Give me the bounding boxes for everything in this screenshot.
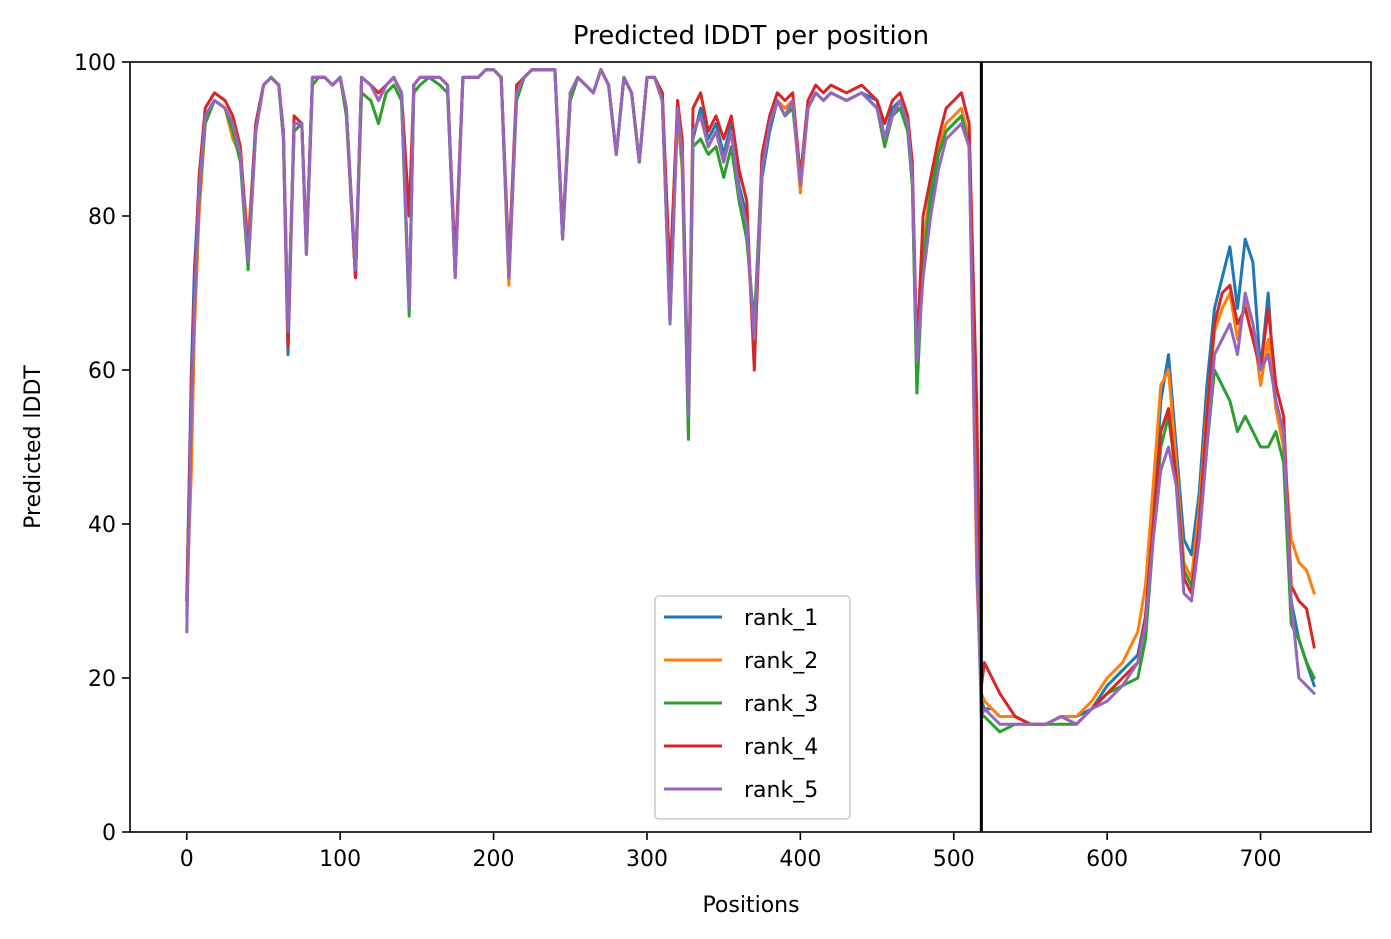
y-tick-label: 40 <box>88 513 116 538</box>
plot-frame <box>129 61 1372 833</box>
legend: rank_1 rank_2 rank_3 rank_4 rank_5 <box>654 595 851 820</box>
y-axis-label: Predicted lDDT <box>21 365 46 529</box>
x-axis-label: Positions <box>702 893 799 918</box>
legend-label: rank_3 <box>744 692 818 717</box>
y-tick-label: 60 <box>88 359 116 384</box>
y-tick-label: 0 <box>102 821 116 846</box>
x-tick-label: 600 <box>1086 847 1128 872</box>
series-line-rank-5 <box>185 68 1316 726</box>
legend-label: rank_1 <box>744 606 818 631</box>
x-tick-label: 300 <box>626 847 668 872</box>
y-tick-label: 100 <box>74 51 116 76</box>
legend-frame <box>654 595 851 820</box>
x-tick-label: 400 <box>779 847 821 872</box>
x-axis-ticks: 0 100 200 300 400 500 600 700 <box>180 832 1282 872</box>
y-axis-ticks: 0 20 40 60 80 100 <box>74 51 130 846</box>
x-tick-label: 100 <box>319 847 361 872</box>
legend-label: rank_4 <box>744 735 818 760</box>
x-tick-label: 0 <box>180 847 194 872</box>
x-tick-label: 200 <box>473 847 515 872</box>
x-tick-label: 500 <box>933 847 975 872</box>
chart-title: Predicted lDDT per position <box>573 21 929 51</box>
plot-area <box>129 61 1372 833</box>
y-tick-label: 80 <box>88 205 116 230</box>
x-tick-label: 700 <box>1240 847 1282 872</box>
legend-label: rank_2 <box>744 649 818 674</box>
series-lines <box>185 68 1316 734</box>
y-tick-label: 20 <box>88 667 116 692</box>
legend-label: rank_5 <box>744 778 818 803</box>
